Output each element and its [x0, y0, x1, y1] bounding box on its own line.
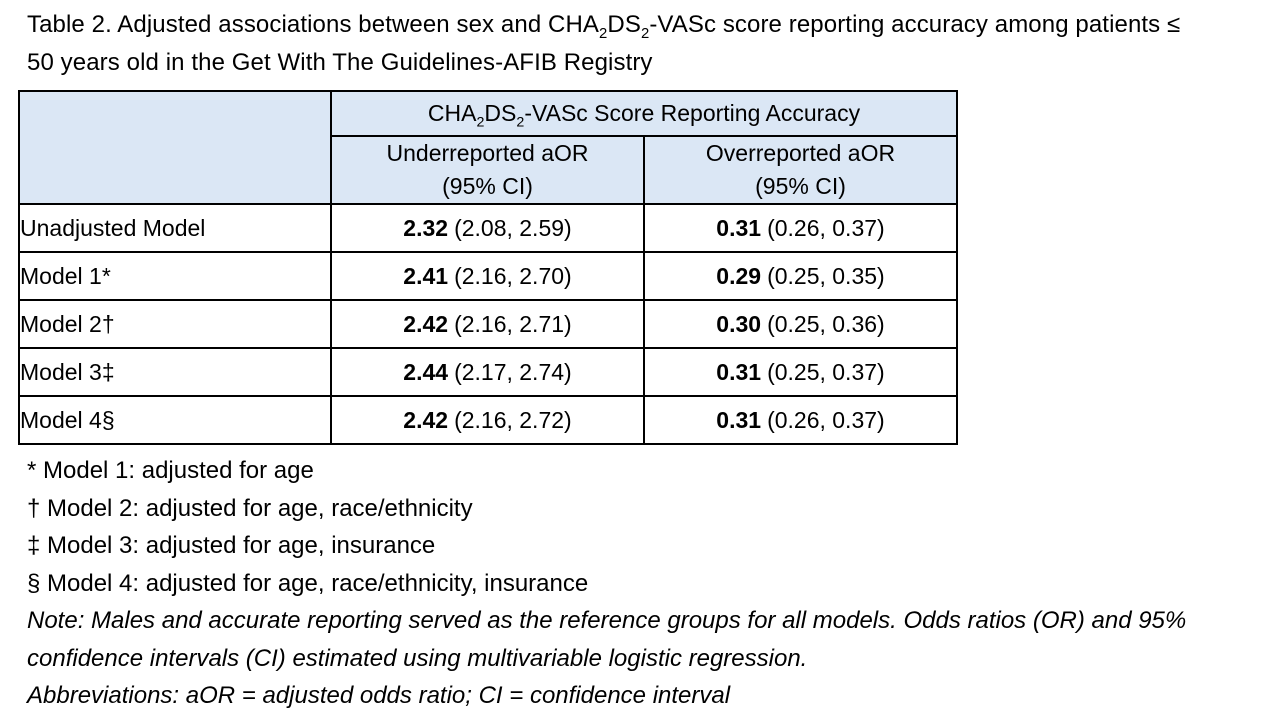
ci-value: (2.16, 2.70) [454, 262, 572, 289]
group-header-cell: CHA2DS2-VASc Score Reporting Accuracy [329, 90, 959, 137]
ci-value: (0.26, 0.37) [767, 214, 885, 241]
note-text: Note: Males and accurate reporting serve… [27, 607, 1187, 672]
results-table: CHA2DS2-VASc Score Reporting Accuracy Un… [18, 90, 959, 445]
aor-value: 0.30 [716, 310, 762, 337]
aor-value: 2.42 [403, 406, 449, 433]
column-header-overreported: Overreported aOR (95% CI) [642, 135, 959, 205]
aor-value: 2.41 [403, 262, 449, 289]
table-row: Model 2† 2.42 (2.16, 2.71) 0.30 (0.25, 0.3… [18, 299, 959, 349]
table-row: Unadjusted Model 2.32 (2.08, 2.59) 0.31 (0… [18, 203, 959, 253]
underreported-cell: 2.32 (2.08, 2.59) [330, 203, 645, 253]
overreported-cell: 0.29 (0.25, 0.35) [642, 251, 959, 301]
underreported-cell: 2.44 (2.17, 2.74) [330, 347, 645, 397]
model-cell: Model 4§ [18, 395, 332, 445]
aor-value: 0.31 [716, 358, 762, 385]
footnote-model1: * Model 1: adjusted for age [27, 457, 314, 484]
footnote-model3: ‡ Model 3: adjusted for age, insurance [27, 532, 436, 559]
corner-cell [18, 90, 332, 205]
model-cell: Model 2† [18, 299, 332, 349]
group-header-row: CHA2DS2-VASc Score Reporting Accuracy [18, 90, 959, 205]
aor-value: 2.32 [403, 214, 449, 241]
aor-value: 2.44 [403, 358, 449, 385]
overreported-cell: 0.31 (0.26, 0.37) [642, 395, 959, 445]
abbreviations-text: Abbreviations: aOR = adjusted odds ratio… [27, 682, 731, 709]
model-cell: Unadjusted Model [18, 203, 332, 253]
ci-value: (0.26, 0.37) [767, 406, 885, 433]
ci-value: (0.25, 0.36) [767, 310, 885, 337]
footnote-model4: § Model 4: adjusted for age, race/ethnic… [27, 569, 589, 597]
ci-value: (0.25, 0.37) [767, 358, 885, 385]
table-caption: Table 2. Adjusted associations between s… [27, 11, 1181, 76]
ci-value: (2.17, 2.74) [454, 358, 572, 385]
aor-value: 0.31 [716, 214, 762, 241]
model-cell: Model 1* [18, 251, 332, 301]
underreported-cell: 2.42 (2.16, 2.72) [330, 395, 645, 445]
aor-value: 2.42 [403, 310, 449, 337]
table-row: Model 1* 2.41 (2.16, 2.70) 0.29 (0.25, 0.3… [18, 251, 959, 301]
table-row: Model 3‡ 2.44 (2.17, 2.74) 0.31 (0.25, 0.3… [18, 347, 959, 397]
overreported-cell: 0.30 (0.25, 0.36) [642, 299, 959, 349]
overreported-cell: 0.31 (0.26, 0.37) [642, 203, 959, 253]
model-cell: Model 3‡ [18, 347, 332, 397]
footnote-model2: † Model 2: adjusted for age, race/ethnic… [27, 494, 473, 522]
table-row: Model 4§ 2.42 (2.16, 2.72) 0.31 (0.26, 0.3… [18, 395, 959, 445]
ci-value: (0.25, 0.35) [767, 262, 885, 289]
column-header-underreported: Underreported aOR (95% CI) [330, 135, 645, 205]
underreported-cell: 2.42 (2.16, 2.71) [330, 299, 645, 349]
subheader-row: Underreported aOR (95% CI) Overreported … [19, 135, 959, 205]
aor-value: 0.31 [716, 406, 762, 433]
ci-value: (2.16, 2.71) [454, 310, 572, 337]
ci-value: (2.16, 2.72) [454, 406, 572, 433]
aor-value: 0.29 [716, 262, 762, 289]
ci-value: (2.08, 2.59) [454, 214, 572, 241]
overreported-cell: 0.31 (0.25, 0.37) [642, 347, 959, 397]
footnotes-block: * Model 1: adjusted for age † Model 2: a… [27, 452, 1262, 715]
underreported-cell: 2.41 (2.16, 2.70) [330, 251, 645, 301]
